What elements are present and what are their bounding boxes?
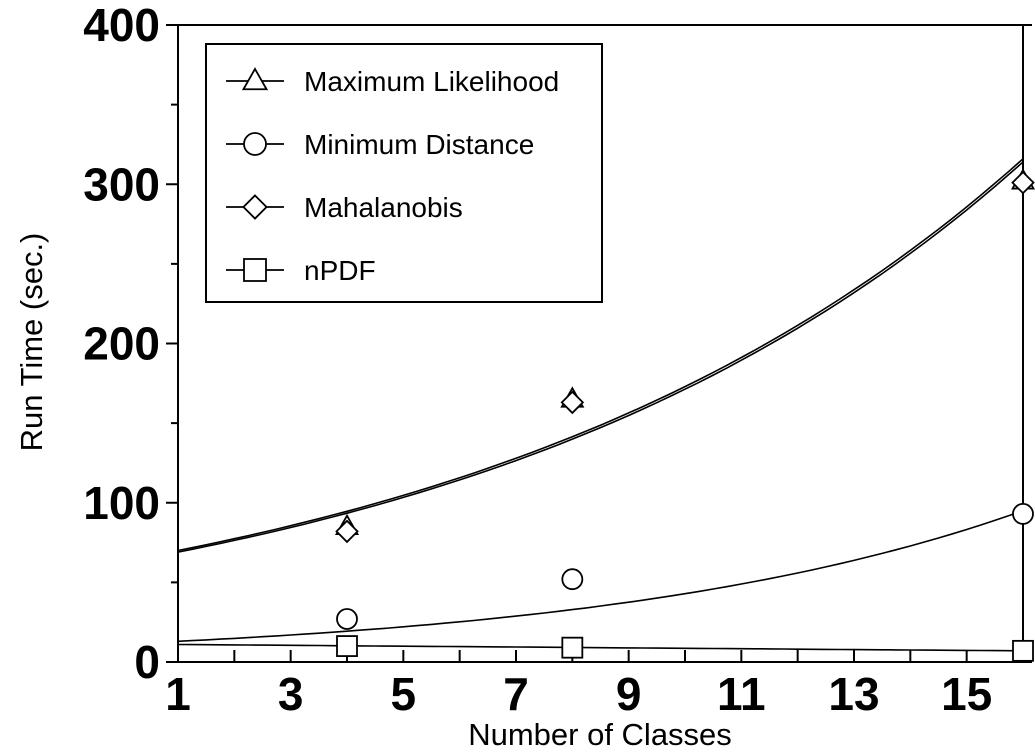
x-tick-label: 11: [717, 668, 766, 720]
trend-line-1: [177, 509, 1024, 643]
x-tick-label: 7: [503, 668, 529, 720]
y-tick-label: 0: [134, 636, 160, 688]
legend-triangle-marker: [241, 67, 269, 91]
y-tick-label: 400: [83, 0, 160, 51]
x-tick-label: 5: [391, 668, 417, 720]
legend-box: [205, 43, 603, 303]
diamond-marker: [335, 519, 359, 544]
trend-line-2: [177, 161, 1024, 553]
diamond-marker: [1011, 170, 1035, 195]
trend-line-0: [177, 158, 1024, 552]
diamond-marker: [560, 390, 585, 415]
x-tick-label: 3: [278, 668, 304, 720]
legend: Maximum Likelihood Minimum Distance Mahala…: [205, 43, 603, 303]
square-marker: [561, 636, 584, 659]
legend-circle-marker: [243, 132, 267, 156]
legend-label: Mahalanobis: [304, 192, 463, 223]
legend-items: Maximum Likelihood Minimum Distance Mahala…: [226, 66, 559, 286]
y-tick-label: 200: [83, 318, 160, 370]
ticks: [166, 24, 1024, 663]
circle-marker: [561, 568, 584, 591]
legend-label: nPDF: [304, 255, 376, 286]
legend-square-marker: [243, 258, 267, 282]
circle-marker: [336, 608, 358, 630]
trend-lines: [177, 158, 1024, 652]
x-tick-label: 9: [616, 668, 642, 720]
x-axis-label: Number of Classes: [468, 717, 732, 752]
x-tick-label: 1: [165, 668, 191, 720]
circle-marker: [1012, 502, 1034, 525]
legend-diamond-marker: [242, 194, 268, 220]
x-tick-label: 13: [828, 668, 879, 720]
square-marker: [1012, 639, 1034, 662]
legend-label: Maximum Likelihood: [304, 66, 559, 97]
y-tick-label: 300: [83, 158, 160, 210]
x-tick-label: 15: [941, 668, 992, 720]
square-marker: [336, 635, 358, 657]
trend-line-3: [177, 643, 1024, 652]
y-tick-label: 100: [83, 477, 160, 529]
y-axis-label: Run Time (sec.): [14, 233, 49, 452]
legend-label: Minimum Distance: [304, 129, 534, 160]
markers: [334, 168, 1035, 662]
